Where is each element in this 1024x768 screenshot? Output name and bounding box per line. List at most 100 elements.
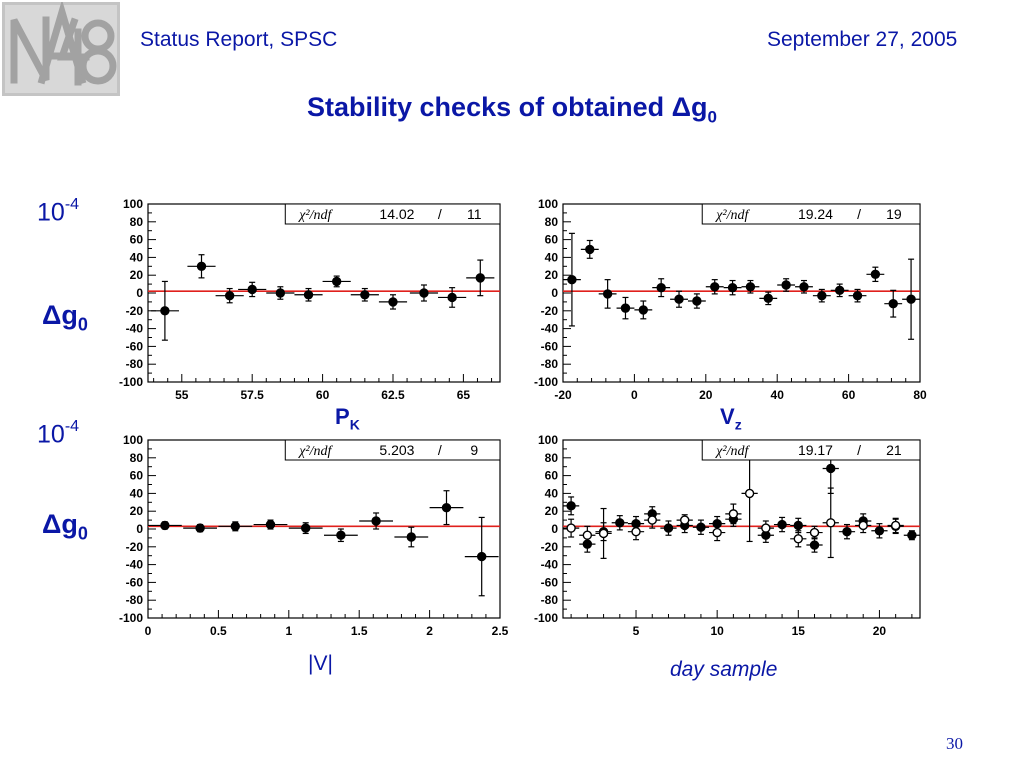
marker: [744, 488, 755, 499]
data-point: [830, 283, 849, 298]
y-tick-label: -20: [541, 304, 559, 318]
marker: [826, 518, 836, 528]
marker: [441, 502, 452, 513]
data-point: [759, 291, 778, 306]
y-tick-label: -80: [126, 593, 144, 607]
x-tick-label: -20: [554, 388, 572, 402]
marker: [656, 282, 666, 293]
data-point-open: [676, 514, 693, 527]
marker: [419, 288, 429, 298]
marker: [230, 521, 240, 532]
data-point: [652, 278, 671, 298]
marker: [195, 523, 205, 533]
marker: [331, 276, 342, 287]
stats-ndf: 21: [886, 442, 902, 458]
data-point-open: [855, 517, 872, 534]
data-point: [848, 288, 867, 303]
marker: [817, 290, 827, 301]
chart-day: -100 -80 -60 -40 -20 0 20 40 60 80 100 5 10 15 20 χ²/nd…: [534, 433, 921, 638]
x-tick-label: 20: [699, 388, 713, 402]
y-tick-label: -20: [541, 540, 559, 554]
x-tick-label: 55: [175, 388, 189, 402]
x-tick-label: 10: [710, 624, 724, 638]
y-tick-label: 20: [545, 504, 559, 518]
y-tick-label: -80: [541, 593, 559, 607]
marker: [888, 298, 898, 309]
marker: [247, 284, 257, 295]
x-tick-label: 0.5: [210, 624, 227, 638]
data-point: [438, 287, 467, 308]
y-tick-label: 40: [130, 486, 144, 500]
plot-frame: [562, 203, 921, 383]
xlabel-vz: Vz: [720, 404, 742, 433]
plot-frame: [562, 439, 921, 619]
stats-ndf: 11: [467, 206, 482, 222]
marker: [620, 303, 631, 313]
marker: [598, 528, 609, 539]
marker: [371, 516, 381, 526]
stats-box: [701, 203, 921, 225]
marker: [781, 280, 791, 290]
y-tick-label: 0: [136, 522, 143, 536]
y-tick-label: -60: [126, 339, 144, 353]
data-point: [409, 284, 439, 302]
x-tick-label: 1.5: [351, 624, 368, 638]
data-point: [866, 266, 885, 283]
x-tick-label: 80: [913, 388, 927, 402]
data-point: [580, 239, 599, 259]
stats-value: 14.02: [379, 206, 414, 222]
title-var: g: [691, 92, 708, 122]
data-point-open: [822, 487, 839, 559]
marker: [585, 244, 595, 255]
marker: [674, 294, 684, 304]
x-tick-label: 60: [842, 388, 856, 402]
stats-separator: /: [857, 206, 861, 222]
y-tick-label: 60: [130, 233, 144, 247]
marker: [647, 515, 657, 525]
data-point: [670, 290, 688, 308]
stats-separator: /: [438, 206, 442, 222]
x-tick-label: 0: [631, 388, 638, 402]
stats-box: [284, 439, 501, 461]
marker: [826, 463, 836, 474]
marker: [265, 519, 276, 530]
data-point: [322, 275, 351, 288]
marker: [799, 282, 809, 292]
data-point: [466, 259, 495, 297]
marker: [336, 530, 346, 540]
xlabel-pk: PK: [335, 404, 360, 433]
data-point: [218, 521, 253, 532]
x-tick-label: 1: [285, 624, 292, 638]
x-tick-label: 2.5: [492, 624, 509, 638]
data-point-open: [887, 517, 904, 534]
data-point: [350, 287, 379, 302]
data-point: [660, 520, 677, 536]
data-point-open: [790, 530, 807, 548]
data-point: [903, 530, 920, 541]
data-point: [871, 523, 888, 539]
marker: [712, 527, 722, 538]
marker: [567, 274, 577, 285]
marker: [809, 527, 820, 538]
data-point: [634, 300, 653, 320]
marker: [728, 509, 739, 519]
y-tick-label: -60: [541, 575, 559, 589]
unit-label-top: 10-4: [37, 196, 80, 227]
data-point: [723, 279, 742, 296]
y-tick-label: 100: [538, 433, 558, 447]
plot-frame: [147, 203, 501, 383]
y-tick-label: 80: [545, 451, 559, 465]
marker: [858, 520, 868, 531]
marker: [696, 522, 706, 532]
y-tick-label: 40: [130, 250, 144, 264]
chart-v: -100 -80 -60 -40 -20 0 20 40 60 80 100 0 0.5 1 1.5 2 2.5…: [119, 433, 509, 638]
y-tick-label: -100: [534, 611, 558, 625]
marker: [870, 269, 881, 280]
marker: [476, 551, 487, 562]
y-tick-label: 20: [545, 268, 559, 282]
marker: [631, 526, 641, 537]
data-point: [611, 515, 628, 531]
stats-box: [701, 439, 921, 461]
header-date: September 27, 2005: [767, 28, 958, 51]
data-point-open: [757, 520, 774, 536]
